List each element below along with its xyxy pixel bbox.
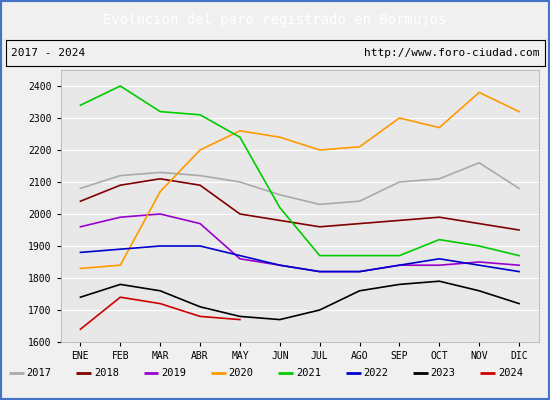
Text: 2024: 2024	[498, 368, 523, 378]
Text: 2021: 2021	[296, 368, 321, 378]
Text: 2019: 2019	[161, 368, 186, 378]
Text: 2023: 2023	[431, 368, 455, 378]
Text: 2017: 2017	[26, 368, 51, 378]
Text: Evolucion del paro registrado en Bormujos: Evolucion del paro registrado en Bormujo…	[103, 13, 447, 27]
Text: 2022: 2022	[363, 368, 388, 378]
Text: 2017 - 2024: 2017 - 2024	[11, 48, 85, 58]
Text: 2018: 2018	[94, 368, 119, 378]
Text: 2020: 2020	[228, 368, 254, 378]
Text: http://www.foro-ciudad.com: http://www.foro-ciudad.com	[364, 48, 539, 58]
